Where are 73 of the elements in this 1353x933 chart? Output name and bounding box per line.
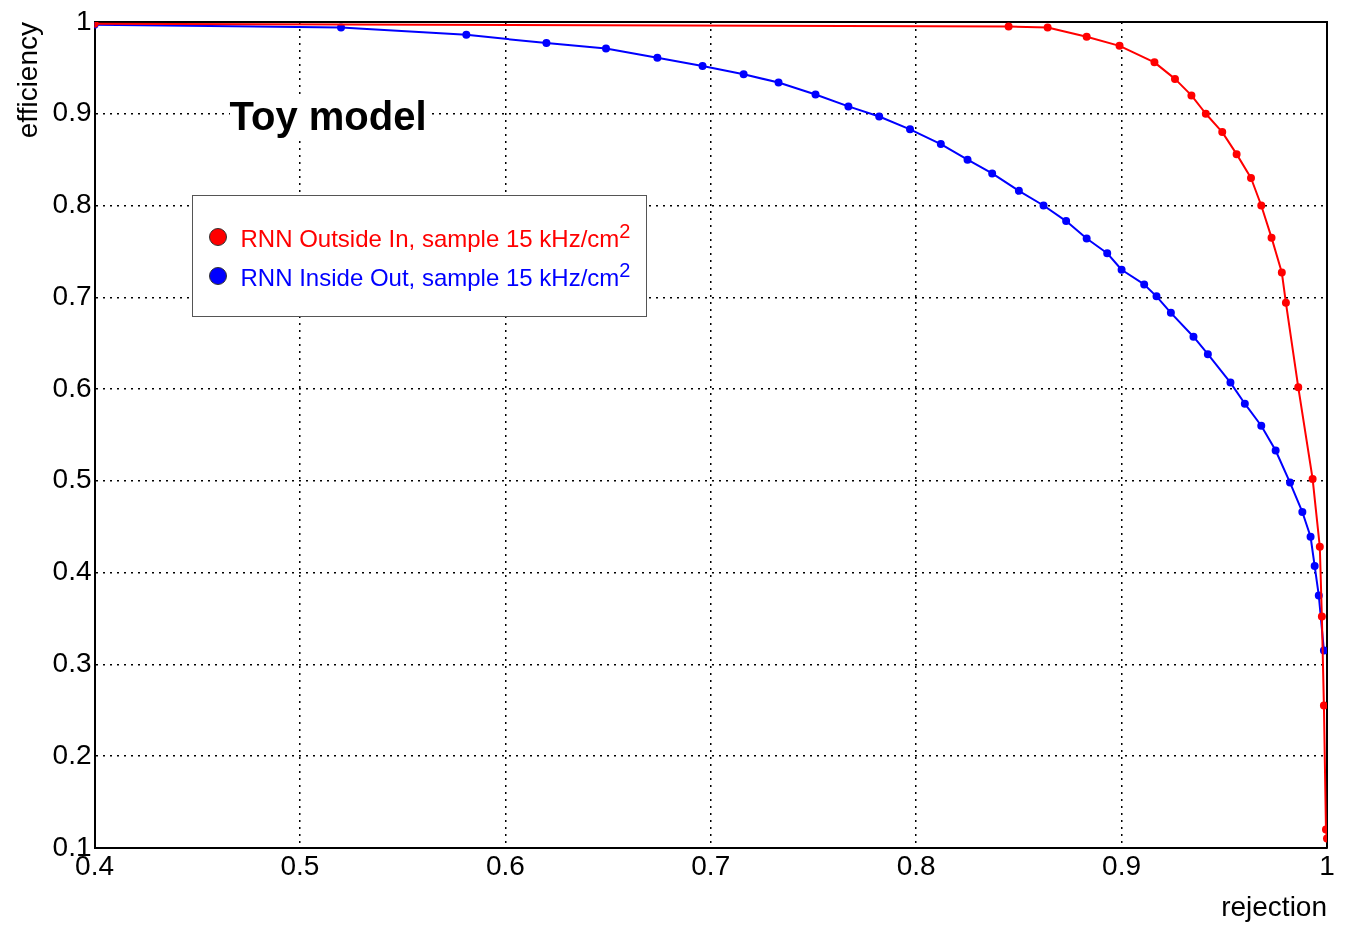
- point: [844, 102, 853, 111]
- point: [1226, 378, 1235, 387]
- point: [698, 62, 707, 71]
- point: [1240, 399, 1249, 408]
- point: [1150, 58, 1159, 67]
- point: [1306, 532, 1315, 541]
- y-tick-label: 1: [75, 4, 92, 36]
- y-axis-title: efficiency: [11, 22, 43, 139]
- point: [1043, 23, 1052, 32]
- point: [1319, 701, 1327, 710]
- y-tick-label: 0.2: [52, 738, 92, 770]
- x-axis-title: rejection: [1221, 890, 1327, 922]
- point: [1117, 265, 1126, 274]
- point: [1082, 32, 1091, 41]
- y-tick-label: 0.8: [52, 188, 92, 220]
- y-tick-label: 0.3: [52, 647, 92, 679]
- point: [602, 44, 610, 53]
- point: [462, 30, 471, 39]
- point: [1298, 507, 1307, 516]
- legend-label: RNN Outside In, sample 15 kHz/cm$^{2}$: [240, 220, 631, 253]
- y-tick-label: 0.6: [52, 371, 92, 403]
- point: [1140, 280, 1149, 289]
- point: [811, 90, 820, 99]
- point: [1308, 474, 1317, 483]
- point: [1187, 91, 1196, 100]
- point: [1039, 201, 1048, 210]
- point: [774, 78, 783, 87]
- x-tick-label: 0.9: [1102, 850, 1142, 882]
- point: [1257, 421, 1266, 430]
- x-tick-label: 0.7: [691, 850, 731, 882]
- point: [936, 140, 945, 149]
- point: [1267, 233, 1276, 242]
- point: [1286, 478, 1295, 487]
- point: [1281, 298, 1290, 307]
- point: [1271, 446, 1280, 455]
- point: [1203, 350, 1212, 359]
- point: [1115, 41, 1124, 50]
- point: [1232, 150, 1241, 159]
- x-tick-label: 0.8: [896, 850, 936, 882]
- point: [1315, 542, 1324, 551]
- y-tick-label: 0.5: [52, 463, 92, 495]
- point: [1152, 292, 1161, 301]
- y-tick-label: 0.9: [52, 96, 92, 128]
- point: [1257, 201, 1266, 210]
- point: [1014, 186, 1023, 195]
- point: [963, 155, 972, 164]
- point: [1317, 612, 1326, 621]
- point: [1201, 109, 1210, 118]
- text: Toy model: [229, 94, 427, 138]
- point: [988, 169, 997, 178]
- legend-label: RNN Inside Out, sample 15 kHz/cm$^{2}$: [240, 259, 631, 292]
- point: [1310, 562, 1319, 571]
- point: [1082, 234, 1091, 243]
- point: [1294, 383, 1303, 392]
- point: [1004, 22, 1013, 31]
- point: [542, 39, 551, 48]
- point: [1218, 128, 1227, 137]
- point: [1103, 249, 1112, 258]
- point: [875, 112, 884, 121]
- point: [1170, 74, 1179, 83]
- point: [906, 125, 915, 134]
- point: [1277, 268, 1286, 277]
- point: [1166, 308, 1175, 317]
- point: [653, 53, 662, 62]
- x-tick-label: 0.6: [485, 850, 525, 882]
- x-tick-label: 0.5: [280, 850, 320, 882]
- point: [739, 70, 748, 79]
- y-tick-label: 0.4: [52, 555, 92, 587]
- point: [1189, 332, 1198, 341]
- y-tick-label: 0.7: [52, 279, 92, 311]
- point: [1247, 173, 1255, 182]
- x-tick-label: 1: [1319, 850, 1335, 882]
- point: [1062, 217, 1071, 226]
